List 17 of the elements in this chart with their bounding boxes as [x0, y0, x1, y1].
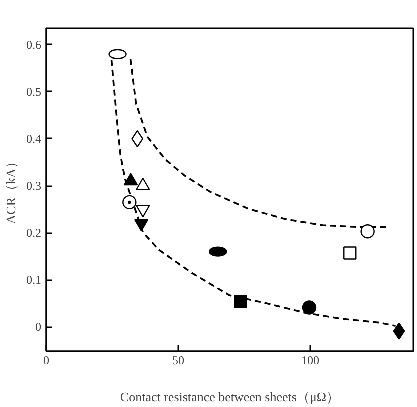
- x-tick-label: 100: [302, 354, 320, 368]
- y-tick-label: 0.2: [26, 226, 42, 240]
- y-axis-title: ACR（kA）: [4, 156, 18, 224]
- x-axis-title: Contact resistance between sheets（μΩ）: [120, 390, 340, 404]
- y-tick-label: 0.4: [26, 132, 42, 146]
- y-tick-label: 0.5: [26, 84, 42, 99]
- point: [302, 300, 317, 315]
- x-tick-label: 50: [172, 354, 185, 368]
- point: [360, 224, 375, 239]
- point: [234, 295, 248, 308]
- point: [344, 246, 357, 260]
- y-tick-label: 0.6: [26, 38, 42, 52]
- point: [393, 322, 406, 340]
- y-tick-label: 0: [36, 320, 42, 334]
- y-tick-label: 0.3: [26, 179, 42, 194]
- y-tick-label: 0.1: [26, 273, 42, 288]
- point: [122, 195, 137, 210]
